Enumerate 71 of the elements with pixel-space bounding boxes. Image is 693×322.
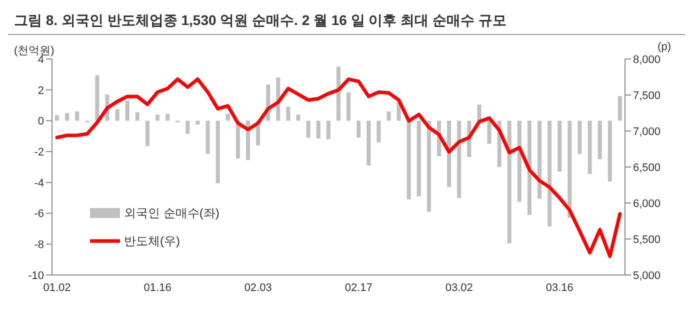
bar — [426, 120, 431, 212]
x-tick-label: 01.02 — [43, 282, 71, 294]
bar — [55, 115, 59, 121]
y2-tick-label: 5,000 — [633, 270, 661, 282]
bar — [206, 120, 210, 154]
bar — [598, 120, 602, 160]
bar — [336, 66, 340, 121]
y-tick-label: -4 — [34, 177, 44, 190]
bar — [376, 120, 381, 142]
bar — [548, 120, 552, 226]
legend-label: 외국인 순매수(좌) — [124, 204, 220, 222]
x-tick-label: 02.17 — [344, 282, 372, 294]
y2-tick-label: 6,500 — [633, 162, 661, 174]
x-tick-label: 03.16 — [546, 282, 574, 294]
bar — [578, 120, 582, 154]
bar — [306, 120, 310, 138]
bar — [125, 100, 130, 121]
bar — [517, 120, 522, 202]
y-tick-label: -10 — [28, 270, 44, 282]
bar — [538, 120, 542, 199]
bar — [558, 120, 562, 172]
bar — [286, 106, 290, 121]
bar — [346, 92, 351, 121]
bar — [477, 104, 482, 121]
bar — [145, 120, 150, 146]
y-tick-label: -6 — [34, 208, 44, 220]
bar — [226, 114, 230, 121]
bar — [406, 120, 411, 200]
bar — [75, 111, 80, 121]
bar — [186, 120, 190, 134]
y2-tick-label: 8,000 — [633, 54, 661, 66]
chart-title: 그림 8. 외국인 반도체업종 1,530 억원 순매수. 2 월 16 일 이후 최대 순매수 규모 — [8, 8, 685, 35]
y-tick-label: 2 — [38, 84, 44, 97]
bar — [135, 112, 140, 121]
y2-axis-title: (p) — [658, 41, 671, 53]
bar — [608, 120, 612, 182]
bar — [447, 120, 452, 188]
x-tick-label: 02.03 — [244, 282, 272, 294]
bar — [416, 120, 421, 196]
y2-tick-label: 7,000 — [633, 126, 661, 138]
bar — [588, 120, 592, 174]
bar — [618, 96, 622, 121]
bar — [196, 120, 200, 125]
y2-tick-label: 7,500 — [633, 90, 661, 102]
y2-tick-label: 6,000 — [633, 198, 661, 210]
y-tick-label: -8 — [34, 239, 44, 252]
bar — [457, 120, 462, 198]
bar — [296, 114, 300, 121]
bar — [115, 109, 120, 121]
bar — [156, 114, 160, 121]
bar — [65, 113, 70, 121]
bar — [166, 114, 170, 121]
y-tick-label: -2 — [34, 146, 44, 158]
bar — [527, 120, 532, 215]
bar — [366, 120, 371, 166]
legend-label: 반도체(우) — [124, 232, 180, 250]
bar — [326, 120, 330, 140]
y-tick-label: 0 — [38, 116, 44, 128]
bar — [216, 120, 220, 184]
bar — [487, 120, 492, 144]
bar — [568, 120, 572, 218]
bar — [316, 120, 320, 138]
line-series — [55, 77, 622, 258]
bar — [356, 120, 361, 138]
y2-tick-label: 5,500 — [633, 234, 661, 246]
bar — [95, 75, 100, 121]
bar — [386, 111, 391, 121]
y-axis-title: (천억원) — [14, 44, 54, 57]
x-tick-label: 03.02 — [445, 282, 473, 294]
bar — [507, 120, 512, 244]
x-tick-label: 01.16 — [144, 282, 172, 294]
